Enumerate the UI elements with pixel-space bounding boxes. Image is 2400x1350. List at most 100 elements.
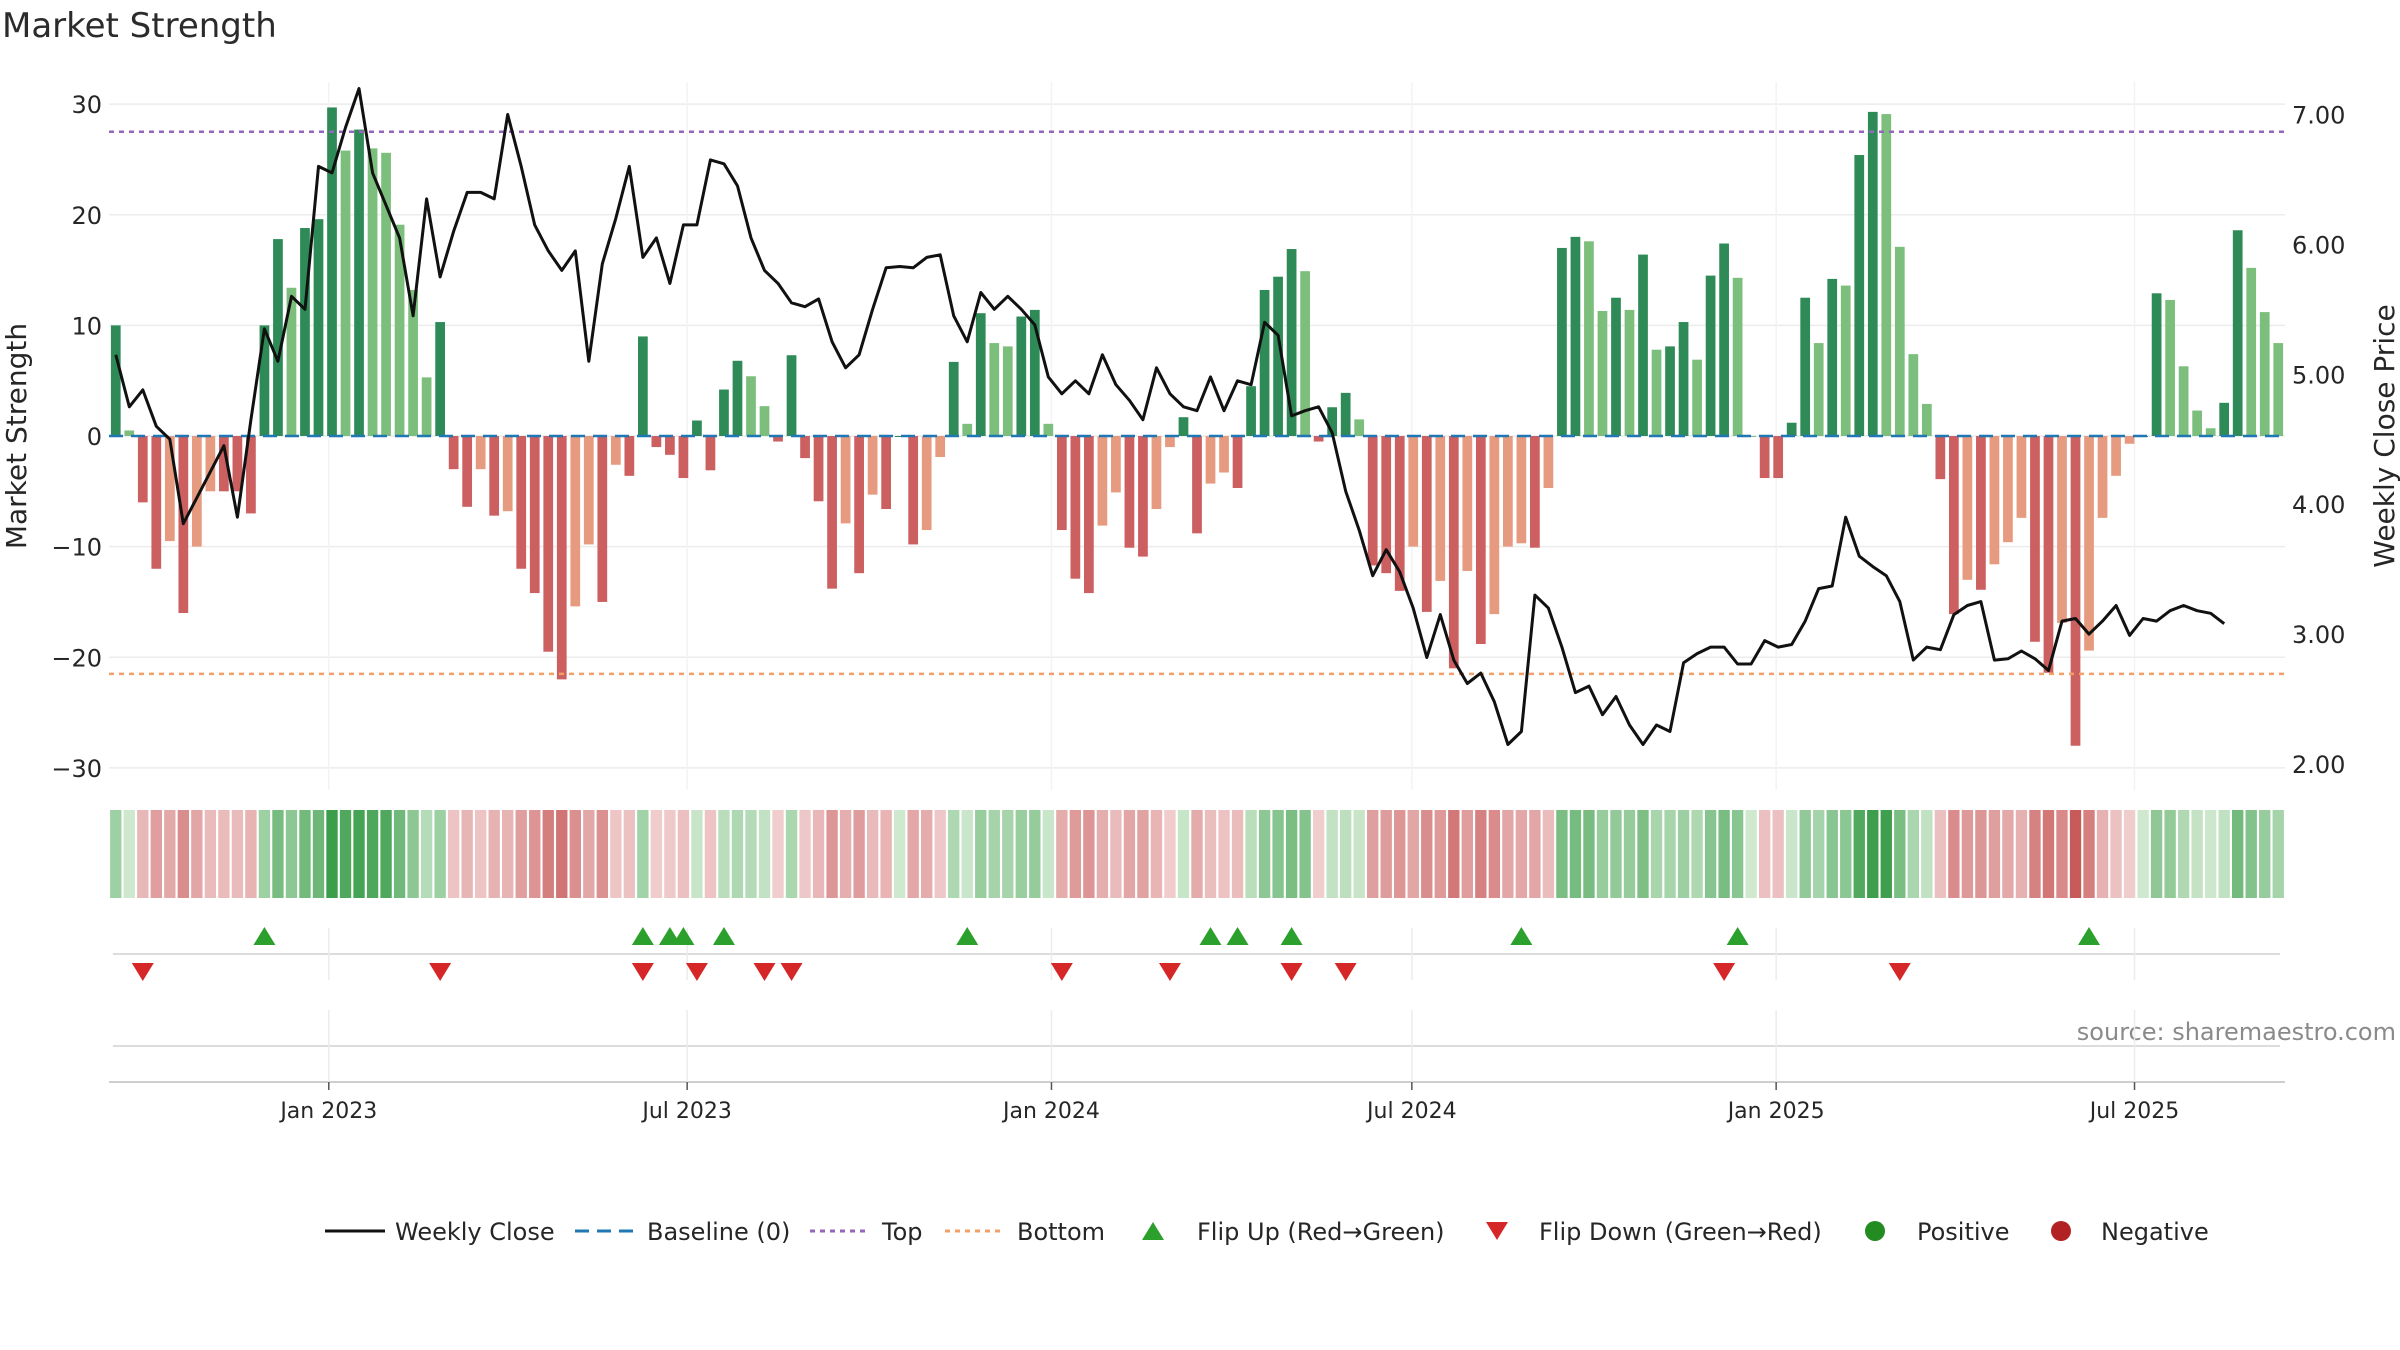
strength-bar [246, 436, 256, 514]
strength-bars [110, 107, 2284, 746]
strength-bar [989, 343, 1000, 436]
strength-bar [151, 436, 162, 569]
heat-cell [1502, 810, 1514, 898]
strength-bar [421, 377, 432, 436]
heat-cell [1569, 810, 1582, 898]
heat-cell [650, 810, 663, 898]
heat-cell [2137, 810, 2149, 898]
strength-bar [800, 436, 810, 459]
strength-bar [448, 436, 459, 470]
flip-down-marker [780, 963, 803, 981]
strength-bar [124, 430, 135, 436]
heat-cell [1975, 810, 1987, 898]
heat-cell [1921, 810, 1933, 898]
strength-bar [1394, 436, 1405, 591]
legend-positive-swatch [1865, 1221, 1885, 1241]
date-tick-label: Jul 2023 [640, 1099, 732, 1124]
heat-cell [1258, 810, 1271, 898]
strength-bar [1921, 403, 1932, 436]
strength-bar [219, 436, 229, 492]
heat-cell [488, 810, 500, 898]
strength-bar [191, 436, 202, 547]
legend-flip-down-swatch [1486, 1222, 1508, 1240]
strength-bar [732, 360, 743, 436]
strength-bar [1786, 422, 1797, 436]
strength-bar [1111, 436, 1121, 493]
flip-down-marker [1280, 963, 1303, 981]
heat-cell [1758, 810, 1771, 898]
heat-cell [1177, 810, 1190, 898]
legend-flip-up-swatch [1142, 1222, 1164, 1240]
flip-up-marker [672, 927, 695, 945]
strength-bar [2246, 267, 2257, 436]
heat-cell [1042, 810, 1055, 898]
legend-label-flip_down: Flip Down (Green→Red) [1539, 1218, 1822, 1246]
heat-cell [164, 810, 176, 898]
heat-cell [393, 810, 406, 898]
heat-cell [272, 810, 284, 898]
strength-bar [1516, 436, 1527, 544]
flip-down-marker [1334, 963, 1357, 981]
strength-bar [1962, 436, 1973, 580]
strength-bar [570, 436, 581, 607]
flip-down-marker [429, 963, 452, 981]
strength-bar [2003, 436, 2013, 543]
heat-cell [921, 810, 933, 898]
heat-cell [1623, 810, 1636, 898]
strength-bar [921, 436, 932, 531]
heat-cell [1961, 810, 1974, 898]
heat-cell [812, 810, 825, 898]
legend-label-negative: Negative [2101, 1218, 2209, 1246]
strength-bar [164, 436, 175, 542]
strength-bar [719, 389, 729, 436]
strength-bar [1246, 386, 1256, 436]
heat-cell [745, 810, 757, 898]
heat-cell [1610, 810, 1622, 898]
strength-bar [1719, 243, 1729, 436]
legend: Weekly Close Baseline (0) Top Bottom Flip Up… [325, 1218, 2209, 1246]
heat-cell [1299, 810, 1311, 898]
strength-bar [1124, 436, 1135, 548]
strength-bar [259, 325, 270, 436]
strength-bar [1827, 278, 1838, 436]
heat-cell [1704, 810, 1717, 898]
strength-bar [2273, 343, 2284, 436]
strength-bar [1232, 436, 1243, 488]
heat-cell [1488, 810, 1501, 898]
strength-bar [1016, 316, 1027, 436]
heat-cell [1461, 810, 1473, 898]
strength-bar [2165, 299, 2175, 436]
legend-label-baseline: Baseline (0) [647, 1218, 790, 1246]
strength-bar [2084, 436, 2094, 651]
strength-bar [1219, 436, 1229, 473]
strength-bar [2232, 230, 2243, 436]
heat-cell [1353, 810, 1365, 898]
heat-cell [258, 810, 271, 898]
strength-bar [1976, 436, 1986, 590]
strength-bar [1759, 436, 1770, 479]
date-axis: Jan 2023 Jul 2023 Jan 2024 Jul 2024 Jan 2025… [109, 1010, 2285, 1124]
strength-bar [2259, 312, 2270, 436]
y-tick-label: −20 [51, 644, 102, 672]
strength-bar [1881, 114, 1892, 437]
heat-cell [704, 810, 717, 898]
heat-cell [2232, 810, 2244, 898]
strength-bar [1732, 277, 1743, 436]
strength-bar [435, 322, 445, 436]
heat-cell [596, 810, 608, 898]
strength-bar [1557, 247, 1567, 436]
strength-bar [354, 129, 364, 436]
y-axis-label: Market Strength [0, 323, 33, 549]
strength-bar [556, 436, 567, 680]
strength-bar [692, 420, 702, 436]
heat-cell [799, 810, 811, 898]
heat-cell [1542, 810, 1555, 898]
strength-bar [678, 436, 689, 479]
heat-cell [1056, 810, 1068, 898]
strength-bar [2192, 410, 2203, 436]
strength-bar [624, 436, 635, 476]
strength-bar [110, 325, 121, 436]
strength-bar [651, 436, 662, 448]
strength-bar [1354, 419, 1365, 436]
strength-bar [773, 436, 783, 442]
